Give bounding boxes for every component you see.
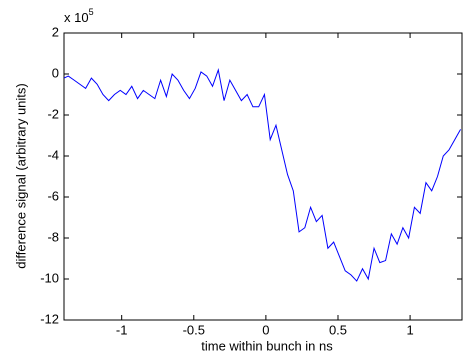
y-axis-label: difference signal (arbitrary units) (13, 83, 28, 268)
y-tick-label: -12 (40, 311, 59, 326)
multiplier-exponent: 5 (89, 7, 94, 17)
y-tick-label: -8 (47, 229, 59, 244)
y-tick-label: 2 (52, 24, 59, 39)
data-line (63, 67, 461, 282)
x-tick-label: 0 (262, 322, 269, 337)
x-tick-label: 0.5 (329, 322, 347, 337)
y-tick-label: -6 (47, 188, 59, 203)
plot-area (63, 32, 463, 321)
x-tick-label: -0.5 (183, 322, 205, 337)
y-tick-label: -10 (40, 270, 59, 285)
multiplier-base: x 10 (64, 10, 89, 25)
y-tick-label: 0 (52, 65, 59, 80)
x-axis-label: time within bunch in ns (201, 338, 333, 353)
y-tick-label: -2 (47, 106, 59, 121)
x-tick-label: -1 (116, 322, 128, 337)
y-multiplier: x 105 (64, 7, 94, 25)
x-tick-label: 1 (406, 322, 413, 337)
y-tick-label: -4 (47, 147, 59, 162)
